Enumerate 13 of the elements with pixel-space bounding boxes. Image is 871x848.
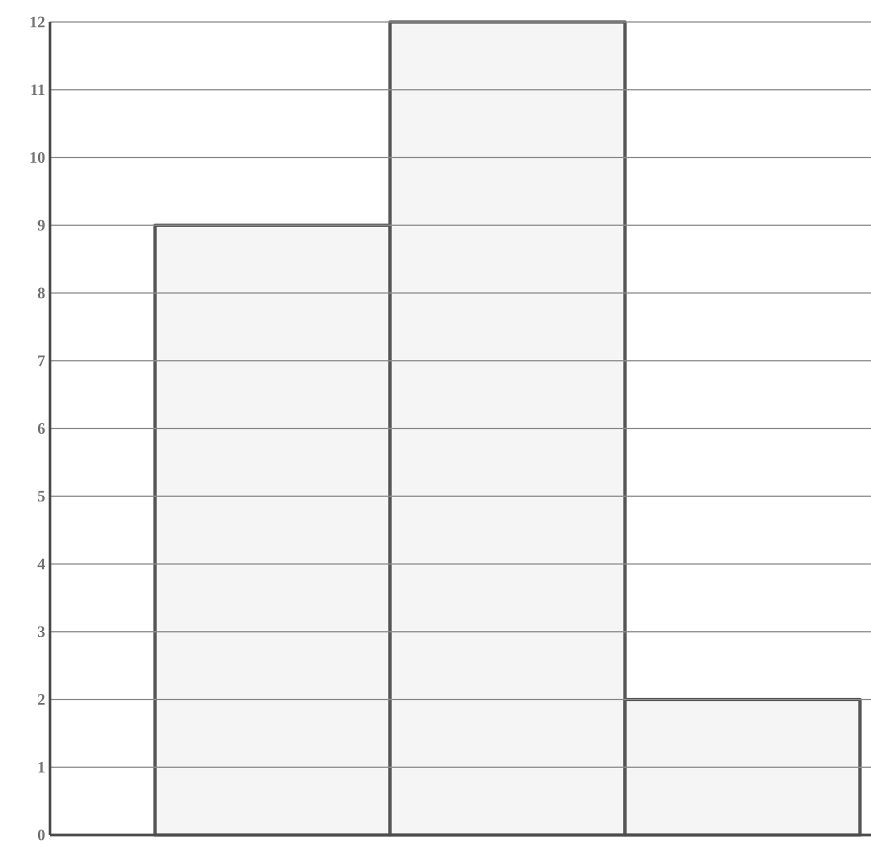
y-tick-label: 2 [38,694,45,705]
y-tick-label: 0 [38,830,45,840]
y-tick-label: 4 [38,558,45,570]
y-tick-label: 9 [38,220,45,231]
y-tick-label: 1 [38,762,44,773]
y-tick-label: 6 [38,423,45,434]
y-tick-label: 5 [38,490,45,502]
y-tick-label: 12 [30,16,45,28]
y-tick-label: 11 [31,84,44,96]
y-tick-label: 10 [30,152,45,163]
y-tick-label: 8 [38,288,45,298]
y-tick-label: 3 [38,626,45,638]
y-tick-label: 7 [38,356,45,366]
